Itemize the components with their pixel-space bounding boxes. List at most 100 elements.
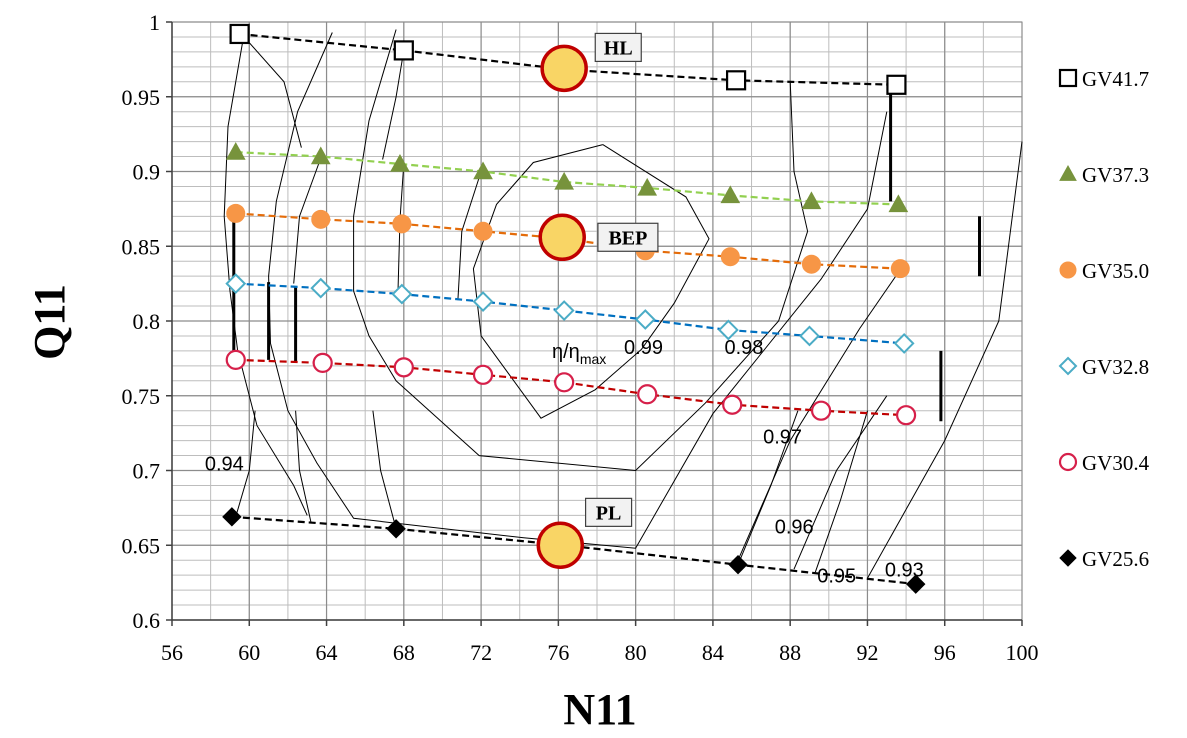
series-GV37.3 [225, 142, 909, 213]
y-tick-label: 0.8 [133, 309, 161, 334]
series-trend-line [235, 282, 905, 345]
data-point [225, 273, 247, 295]
data-point [554, 372, 575, 393]
x-tick-label: 88 [779, 640, 801, 665]
data-point [310, 146, 331, 165]
data-point [728, 554, 748, 575]
contour-connector-line [382, 50, 405, 160]
legend-entry: GV25.6 [1059, 547, 1149, 571]
series-trend-line [235, 358, 907, 417]
y-tick-label: 0.6 [133, 608, 161, 633]
data-point [393, 357, 414, 378]
operating-point-highlight [538, 213, 586, 262]
efficiency-contour-label: 0.94 [205, 454, 244, 476]
legend-entry: GV32.8 [1058, 355, 1149, 379]
data-point [473, 161, 493, 180]
eta-ratio-text: η/η [552, 341, 580, 363]
y-tick-label: 1 [149, 10, 160, 35]
x-tick-label: 84 [702, 640, 724, 665]
legend-entry: GV37.3 [1059, 163, 1149, 187]
data-point [906, 574, 926, 594]
data-point [386, 519, 406, 539]
y-tick-label: 0.95 [122, 85, 161, 110]
legend-marker [1059, 164, 1077, 181]
data-point [225, 142, 246, 160]
operating-point-label-box [597, 222, 659, 252]
series-GV32.8 [225, 273, 915, 354]
contour-connector-line [295, 410, 312, 523]
legend-label: GV30.4 [1082, 451, 1150, 475]
data-point [311, 209, 331, 229]
data-point [801, 254, 821, 274]
legend-marker [1058, 356, 1078, 376]
contour-connector-line [235, 410, 256, 517]
data-point [393, 40, 414, 61]
efficiency-contour-label: 0.95 [817, 566, 856, 588]
data-point [722, 394, 743, 415]
eta-max-subscript: max [580, 351, 606, 367]
data-point [799, 325, 820, 347]
operating-point-label-box [584, 497, 633, 527]
x-tick-label: 60 [238, 640, 260, 665]
contour-connector-line [737, 410, 799, 565]
legend-entry: GV30.4 [1058, 451, 1150, 475]
data-point [720, 247, 740, 267]
data-point [801, 191, 822, 210]
legend-label: GV25.6 [1082, 547, 1149, 571]
y-tick-label: 0.7 [133, 459, 161, 484]
legend-marker [1059, 261, 1077, 279]
operating-point-label: HL [604, 37, 633, 59]
contour-connector-line [293, 157, 322, 284]
series-group [222, 23, 926, 594]
data-point [637, 384, 658, 405]
x-tick-label: 80 [625, 640, 647, 665]
series-trend-line [235, 151, 899, 206]
y-tick-label: 0.65 [122, 533, 161, 558]
series-GV30.4 [225, 349, 917, 426]
data-point [392, 214, 412, 234]
legend-marker [1058, 68, 1078, 88]
contour-connector-line [372, 410, 397, 529]
data-point [720, 185, 741, 204]
data-point [222, 507, 242, 527]
contour-connector-line [814, 410, 868, 573]
legend-label: GV37.3 [1082, 163, 1149, 187]
data-point [886, 74, 907, 95]
x-tick-label: 92 [856, 640, 878, 665]
contour-connector-line [457, 171, 482, 301]
legend-label: GV35.0 [1082, 259, 1149, 283]
x-tick-label: 76 [547, 640, 569, 665]
efficiency-contour-line [472, 144, 710, 419]
legend-marker [1059, 549, 1077, 567]
efficiency-contour-line [737, 260, 907, 561]
axes: 56 60 64 68 72 76 80 84 88 92 96 100 0.6 0.65 0.7 0.75 0… [122, 10, 1039, 665]
data-point [472, 364, 494, 385]
legend: GV41.7 GV37.3 GV35.0 GV32.8 GV30.4 GV25.6 [1058, 67, 1150, 571]
data-point [229, 23, 250, 45]
data-point [725, 70, 747, 91]
data-point [554, 171, 575, 190]
legend-label: GV32.8 [1082, 355, 1149, 379]
data-point [634, 309, 656, 330]
x-tick-label: 72 [470, 640, 492, 665]
data-point [473, 221, 493, 241]
contour-connector-line [241, 33, 302, 148]
efficiency-contour-label: 0.99 [624, 337, 663, 359]
data-point [391, 283, 413, 305]
data-point [225, 349, 246, 370]
efficiency-contour-line [867, 141, 1023, 579]
data-point [226, 203, 246, 223]
x-tick-label: 96 [934, 640, 956, 665]
efficiency-contour-line [268, 32, 888, 549]
efficiency-contour-label: 0.97 [763, 427, 802, 449]
data-point [895, 405, 917, 426]
data-point [890, 259, 910, 279]
x-tick-label: 64 [316, 640, 338, 665]
legend-label: GV41.7 [1082, 67, 1149, 91]
efficiency-contour-label: 0.98 [725, 337, 764, 359]
legend-marker [1058, 452, 1078, 472]
x-tick-label: 100 [1006, 640, 1039, 665]
operating-points: HL BEP PL [536, 32, 659, 569]
x-axis-title: N11 [563, 685, 636, 734]
data-point [310, 277, 332, 299]
